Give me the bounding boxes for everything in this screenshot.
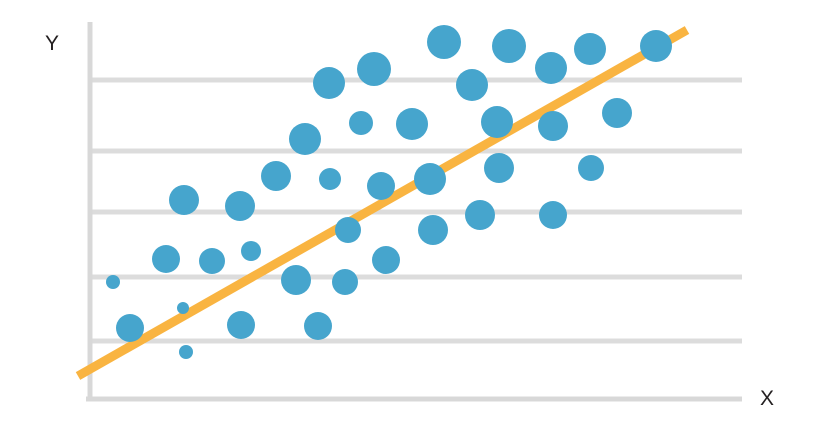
data-points xyxy=(106,25,672,359)
data-point-bubble xyxy=(418,215,448,245)
data-point-bubble xyxy=(152,245,180,273)
data-point-bubble xyxy=(640,30,672,62)
data-point-bubble xyxy=(319,168,341,190)
data-point-bubble xyxy=(427,25,461,59)
trend-line-segment xyxy=(75,26,690,380)
data-point-bubble xyxy=(169,185,199,215)
data-point-bubble xyxy=(116,314,144,342)
y-axis-label: Y xyxy=(45,32,60,55)
data-point-bubble xyxy=(227,311,255,339)
data-point-bubble xyxy=(372,246,400,274)
data-point-bubble xyxy=(313,67,345,99)
data-point-bubble xyxy=(538,111,568,141)
data-point-bubble xyxy=(179,345,193,359)
data-point-bubble xyxy=(199,248,225,274)
data-point-bubble xyxy=(261,161,291,191)
data-point-bubble xyxy=(539,201,567,229)
data-point-bubble xyxy=(304,312,332,340)
data-point-bubble xyxy=(281,265,311,295)
data-point-bubble xyxy=(241,241,261,261)
data-point-bubble xyxy=(177,302,189,314)
data-point-bubble xyxy=(481,106,513,138)
data-point-bubble xyxy=(535,52,567,84)
data-point-bubble xyxy=(357,52,391,86)
data-point-bubble xyxy=(414,163,446,195)
data-point-bubble xyxy=(349,111,373,135)
x-axis-label: X xyxy=(760,387,775,410)
data-point-bubble xyxy=(332,269,358,295)
axes xyxy=(86,22,742,402)
data-point-bubble xyxy=(602,98,632,128)
data-point-bubble xyxy=(225,191,255,221)
data-point-bubble xyxy=(578,155,604,181)
data-point-bubble xyxy=(574,33,606,65)
data-point-bubble xyxy=(367,172,395,200)
data-point-bubble xyxy=(289,123,321,155)
gridlines xyxy=(90,77,742,344)
trend-line xyxy=(75,26,690,380)
data-point-bubble xyxy=(335,217,361,243)
data-point-bubble xyxy=(396,108,428,140)
data-point-bubble xyxy=(456,69,488,101)
data-point-bubble xyxy=(492,29,526,63)
data-point-bubble xyxy=(106,275,120,289)
data-point-bubble xyxy=(484,153,514,183)
data-point-bubble xyxy=(465,200,495,230)
